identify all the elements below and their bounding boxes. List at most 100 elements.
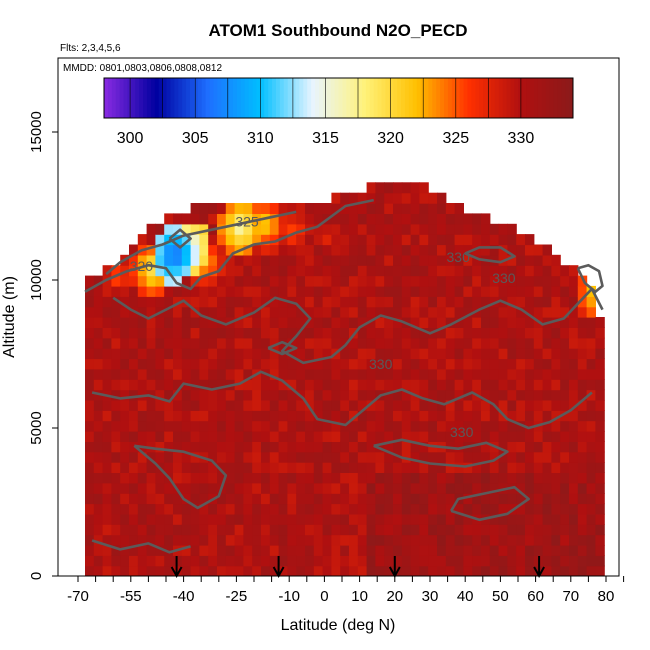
heatmap-cell <box>551 555 561 567</box>
heatmap-cell <box>384 389 394 401</box>
heatmap-cell <box>146 337 156 349</box>
heatmap-cell <box>102 358 112 370</box>
heatmap-cell <box>533 482 544 494</box>
heatmap-cell <box>551 503 561 515</box>
heatmap-cell <box>419 534 429 546</box>
heatmap-cell <box>164 441 174 453</box>
heatmap-cell <box>181 234 192 246</box>
heatmap-cell <box>93 451 104 463</box>
heatmap-cell <box>516 275 526 287</box>
heatmap-cell <box>525 431 535 442</box>
heatmap-cell <box>489 513 500 525</box>
heatmap-cell <box>102 544 112 556</box>
heatmap-cell <box>586 565 596 576</box>
heatmap-cell <box>137 327 148 339</box>
heatmap-cell <box>261 472 271 484</box>
colorbar-swatch <box>432 78 437 118</box>
heatmap-cell <box>393 441 403 453</box>
heatmap-cell <box>481 389 491 401</box>
heatmap-cell <box>278 203 288 214</box>
heatmap-cell <box>419 555 429 567</box>
heatmap-cell <box>340 265 350 277</box>
heatmap-cell <box>595 358 605 370</box>
heatmap-cell <box>489 306 500 318</box>
heatmap-cell <box>93 534 104 546</box>
heatmap-cell <box>525 399 535 411</box>
heatmap-cell <box>243 472 253 484</box>
colorbar-swatch <box>502 78 508 118</box>
heatmap-cell <box>269 534 280 546</box>
heatmap-cell <box>463 379 473 391</box>
heatmap-cell <box>498 275 508 287</box>
heatmap-cell <box>120 337 130 349</box>
heatmap-cell <box>393 513 403 525</box>
heatmap-cell <box>164 493 174 505</box>
heatmap-cell <box>340 285 350 297</box>
heatmap-cell <box>137 296 148 308</box>
heatmap-cell <box>393 544 403 556</box>
heatmap-cell <box>155 451 165 463</box>
heatmap-cell <box>269 348 280 360</box>
heatmap-cell <box>366 462 376 473</box>
heatmap-cell <box>243 544 253 556</box>
heatmap-cell <box>542 565 552 576</box>
colorbar-swatch <box>279 78 285 118</box>
heatmap-cell <box>85 555 95 567</box>
heatmap-cell <box>85 524 95 536</box>
heatmap-cell <box>481 234 491 246</box>
heatmap-cell <box>225 493 236 505</box>
chart-title: ATOM1 Southbound N2O_PECD <box>208 21 467 40</box>
heatmap-cell <box>445 275 456 287</box>
heatmap-cell <box>129 513 139 525</box>
heatmap-cell <box>428 565 438 576</box>
heatmap-cell <box>340 503 350 515</box>
heatmap-cell <box>190 389 200 401</box>
heatmap-cell <box>454 368 464 380</box>
colorbar-swatch <box>182 78 187 118</box>
heatmap-cell <box>507 431 517 442</box>
heatmap-cell <box>560 513 570 525</box>
heatmap-cell <box>525 565 535 576</box>
heatmap-cell <box>437 555 447 567</box>
heatmap-cell <box>569 472 579 484</box>
heatmap-cell <box>525 472 535 484</box>
heatmap-cell <box>278 234 288 246</box>
heatmap-cell <box>516 368 526 380</box>
heatmap-cell <box>481 317 491 328</box>
x-tick-label: 40 <box>457 588 474 605</box>
heatmap-cell <box>586 296 596 308</box>
heatmap-cell <box>137 420 148 432</box>
heatmap-cell <box>463 296 473 308</box>
heatmap-cell <box>243 379 253 391</box>
heatmap-cell <box>146 482 156 494</box>
heatmap-cell <box>384 534 394 546</box>
heatmap-cell <box>357 203 368 214</box>
heatmap-cell <box>137 524 148 536</box>
heatmap-cell <box>129 524 139 536</box>
heatmap-cell <box>287 451 297 463</box>
heatmap-cell <box>261 441 271 453</box>
colorbar-swatch <box>135 78 140 118</box>
dates-label: MMDD: 0801,0803,0806,0808,0812 <box>63 63 222 74</box>
heatmap-cell <box>525 410 535 422</box>
heatmap-cell <box>357 451 368 463</box>
heatmap-cell <box>173 379 183 391</box>
heatmap-cell <box>525 254 535 266</box>
heatmap-cell <box>261 462 271 473</box>
heatmap-cell <box>366 337 376 349</box>
heatmap-cell <box>533 493 544 505</box>
heatmap-cell <box>349 472 359 484</box>
heatmap-cell <box>560 317 570 328</box>
heatmap-cell <box>111 275 121 287</box>
heatmap-cell <box>331 379 341 391</box>
heatmap-cell <box>349 285 359 297</box>
heatmap-cell <box>428 368 438 380</box>
heatmap-cell <box>384 337 394 349</box>
heatmap-cell <box>437 524 447 536</box>
heatmap-cell <box>507 254 517 266</box>
heatmap-cell <box>164 555 174 567</box>
colorbar-swatch <box>553 78 558 118</box>
heatmap-cell <box>331 327 341 339</box>
heatmap-cell <box>155 368 165 380</box>
heatmap-cell <box>595 565 605 576</box>
